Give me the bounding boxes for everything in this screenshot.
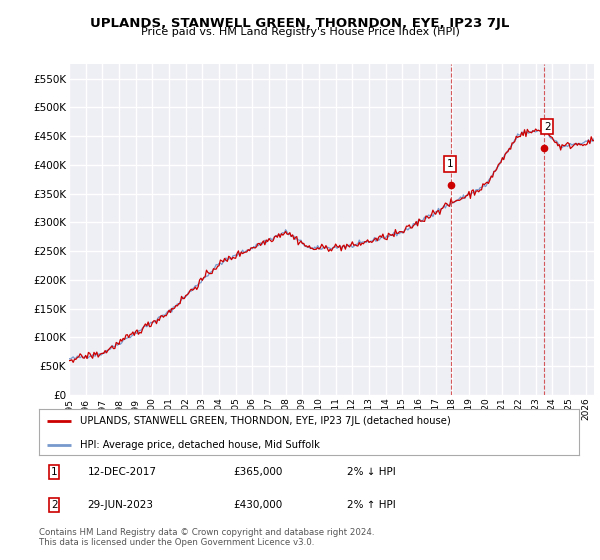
- Text: 1: 1: [51, 467, 58, 477]
- Text: UPLANDS, STANWELL GREEN, THORNDON, EYE, IP23 7JL (detached house): UPLANDS, STANWELL GREEN, THORNDON, EYE, …: [79, 416, 450, 426]
- Text: 2: 2: [544, 122, 551, 132]
- Text: 2: 2: [51, 500, 58, 510]
- Text: Price paid vs. HM Land Registry's House Price Index (HPI): Price paid vs. HM Land Registry's House …: [140, 27, 460, 37]
- Text: £365,000: £365,000: [233, 467, 283, 477]
- Text: 1: 1: [446, 159, 453, 169]
- Text: £430,000: £430,000: [233, 500, 283, 510]
- Text: 2% ↓ HPI: 2% ↓ HPI: [347, 467, 395, 477]
- Text: UPLANDS, STANWELL GREEN, THORNDON, EYE, IP23 7JL: UPLANDS, STANWELL GREEN, THORNDON, EYE, …: [91, 17, 509, 30]
- Text: 29-JUN-2023: 29-JUN-2023: [88, 500, 154, 510]
- Text: HPI: Average price, detached house, Mid Suffolk: HPI: Average price, detached house, Mid …: [79, 440, 319, 450]
- Text: Contains HM Land Registry data © Crown copyright and database right 2024.
This d: Contains HM Land Registry data © Crown c…: [39, 528, 374, 547]
- Text: 12-DEC-2017: 12-DEC-2017: [88, 467, 157, 477]
- Text: 2% ↑ HPI: 2% ↑ HPI: [347, 500, 395, 510]
